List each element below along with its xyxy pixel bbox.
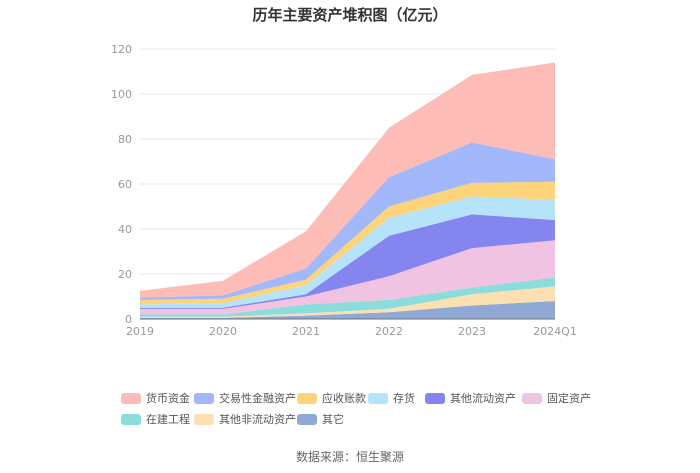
legend-item[interactable]: 应收账款 <box>297 390 366 406</box>
legend-label: 其它 <box>322 413 344 426</box>
area-series-0[interactable] <box>140 301 555 319</box>
x-tick-label: 2020 <box>209 325 237 338</box>
area-series-8[interactable] <box>140 62 555 298</box>
area-layer <box>140 62 555 319</box>
legend-item[interactable]: 存货 <box>368 390 415 406</box>
legend-item[interactable]: 货币资金 <box>121 390 190 406</box>
x-tick-label: 2021 <box>292 325 320 338</box>
legend-swatch <box>194 392 214 404</box>
y-tick-label: 80 <box>118 133 132 146</box>
legend-swatch <box>194 413 214 425</box>
legend-label: 存货 <box>393 392 415 405</box>
legend-swatch <box>121 392 141 404</box>
legend-label: 货币资金 <box>146 392 190 405</box>
legend-swatch <box>297 392 317 404</box>
source-note: 数据来源：恒生聚源 <box>295 450 404 464</box>
legend-item[interactable]: 固定资产 <box>522 390 591 406</box>
y-tick-label: 120 <box>111 43 132 56</box>
legend-item[interactable]: 其它 <box>297 411 344 427</box>
axis-layer: 0 20 40 60 80 100 120 2019 2020 2021 2022 2023 2024Q… <box>111 43 577 338</box>
legend-swatch <box>297 413 317 425</box>
legend-label: 固定资产 <box>547 392 591 405</box>
y-tick-label: 40 <box>118 223 132 236</box>
legend-item[interactable]: 其他流动资产 <box>425 390 516 406</box>
legend-swatch <box>522 392 542 404</box>
area-series-2[interactable] <box>140 277 555 317</box>
x-tick-label: 2023 <box>458 325 486 338</box>
x-tick-label: 2019 <box>126 325 154 338</box>
area-series-4[interactable] <box>140 214 555 309</box>
y-tick-label: 100 <box>111 88 132 101</box>
area-series-3[interactable] <box>140 240 555 315</box>
y-tick-label: 60 <box>118 178 132 191</box>
x-tick-label: 2024Q1 <box>533 325 577 338</box>
chart-title: 历年主要资产堆积图（亿元） <box>252 6 448 24</box>
area-series-5[interactable] <box>140 196 555 308</box>
area-series-7[interactable] <box>140 142 555 300</box>
legend-swatch <box>368 392 388 404</box>
legend-label: 其他非流动资产 <box>219 413 296 426</box>
legend-swatch <box>121 413 141 425</box>
y-tick-label: 20 <box>118 268 132 281</box>
x-tick-label: 2022 <box>375 325 403 338</box>
y-tick-label: 0 <box>125 313 132 326</box>
legend-item[interactable]: 在建工程 <box>121 411 190 427</box>
legend-item[interactable]: 交易性金融资产 <box>194 390 296 406</box>
legend-label: 在建工程 <box>146 413 190 426</box>
legend-item[interactable]: 其他非流动资产 <box>194 411 296 427</box>
legend-swatch <box>425 392 445 404</box>
legend-label: 交易性金融资产 <box>219 392 296 405</box>
legend-label: 应收账款 <box>322 392 366 405</box>
area-series-1[interactable] <box>140 286 555 318</box>
legend-label: 其他流动资产 <box>450 392 516 405</box>
